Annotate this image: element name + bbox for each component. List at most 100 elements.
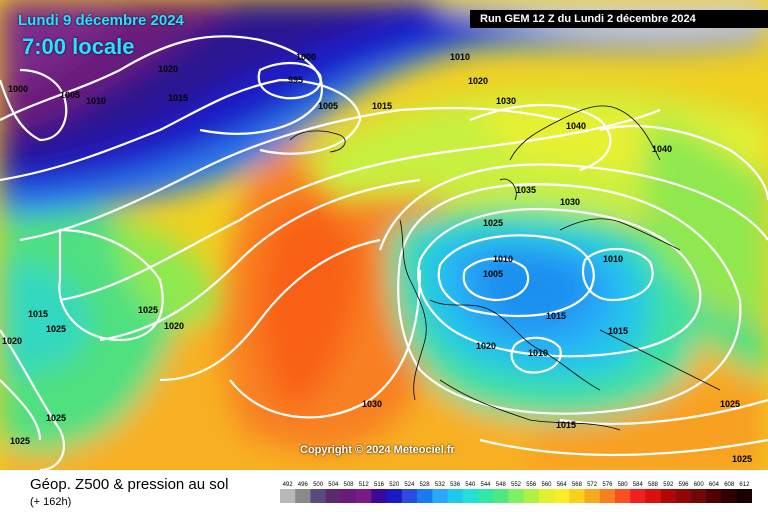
legend-color-swatch bbox=[615, 489, 631, 503]
lead-time: (+ 162h) bbox=[30, 496, 72, 508]
isobar-label: 1035 bbox=[516, 185, 536, 195]
legend-value-label: 540 bbox=[465, 482, 476, 488]
legend-value-label: 560 bbox=[541, 482, 552, 488]
legend-color-swatch bbox=[660, 489, 677, 503]
forecast-local-time: 7:00 locale bbox=[22, 34, 135, 59]
legend-value-label: 496 bbox=[298, 482, 309, 488]
legend-color-swatch bbox=[325, 489, 342, 503]
legend-color-swatch bbox=[295, 489, 311, 503]
isobar-label: 1015 bbox=[372, 101, 392, 111]
isobar-label: 1015 bbox=[168, 93, 188, 103]
isobar-label: 1015 bbox=[608, 326, 628, 336]
legend-color-swatch bbox=[447, 489, 464, 503]
legend-value-label: 516 bbox=[374, 482, 385, 488]
legend-color-swatch bbox=[280, 489, 296, 503]
isobar-label: 1005 bbox=[318, 101, 338, 111]
legend-value-label: 580 bbox=[618, 482, 629, 488]
legend-value-label: 568 bbox=[572, 482, 583, 488]
legend-value-label: 604 bbox=[709, 482, 720, 488]
copyright-notice: Copyright © 2024 Meteociel.fr bbox=[300, 444, 455, 456]
legend-value-label: 520 bbox=[389, 482, 400, 488]
legend-value-label: 592 bbox=[663, 482, 674, 488]
legend-color-swatch bbox=[356, 489, 372, 503]
legend-value-label: 544 bbox=[480, 482, 491, 488]
legend-value-label: 548 bbox=[496, 482, 507, 488]
isobar-label: 1030 bbox=[496, 96, 516, 106]
legend-value-label: 588 bbox=[648, 482, 659, 488]
legend-color-swatch bbox=[432, 489, 448, 503]
isobar-label: 1020 bbox=[158, 64, 178, 74]
legend-value-label: 596 bbox=[678, 482, 689, 488]
isobar-label: 1000 bbox=[296, 52, 316, 62]
model-run-info: Run GEM 12 Z du Lundi 2 décembre 2024 bbox=[470, 10, 768, 28]
isobar-label: 1040 bbox=[652, 144, 672, 154]
legend-color-swatch bbox=[554, 489, 570, 503]
legend-color-swatch bbox=[310, 489, 327, 503]
legend-value-label: 524 bbox=[404, 482, 415, 488]
isobar-label: 1025 bbox=[720, 399, 740, 409]
legend-value-label: 512 bbox=[359, 482, 370, 488]
legend-value-label: 600 bbox=[694, 482, 705, 488]
legend-value-label: 584 bbox=[633, 482, 644, 488]
legend-color-swatch bbox=[386, 489, 403, 503]
legend-color-swatch bbox=[706, 489, 722, 503]
isobar-label: 1015 bbox=[28, 309, 48, 319]
isobar-label: 995 bbox=[288, 75, 303, 85]
isobar-label: 1010 bbox=[528, 348, 548, 358]
legend-color-swatch bbox=[401, 489, 418, 503]
legend-value-label: 492 bbox=[283, 482, 294, 488]
legend-color-swatch bbox=[630, 489, 646, 503]
legend-color-swatch bbox=[462, 489, 479, 503]
legend-color-swatch bbox=[691, 489, 707, 503]
isobar-label: 1020 bbox=[468, 76, 488, 86]
legend-value-label: 564 bbox=[557, 482, 568, 488]
isobar-label: 1020 bbox=[164, 321, 184, 331]
legend-color-swatch bbox=[599, 489, 616, 503]
legend-value-label: 504 bbox=[328, 482, 339, 488]
isobar-lines bbox=[0, 35, 768, 470]
legend-value-label: 508 bbox=[343, 482, 354, 488]
legend-value-label: 556 bbox=[526, 482, 537, 488]
legend-color-swatch bbox=[675, 489, 692, 503]
legend-value-label: 576 bbox=[602, 482, 613, 488]
isobar-label: 1020 bbox=[476, 341, 496, 351]
legend-color-swatch bbox=[721, 489, 738, 503]
isobar-label: 1030 bbox=[362, 399, 382, 409]
isobar-label: 1025 bbox=[10, 436, 30, 446]
isobar-labels: 1000 1005 1010 1015 1020 995 1000 1005 1… bbox=[2, 52, 752, 464]
isobar-label: 1005 bbox=[60, 90, 80, 100]
isobar-label: 1010 bbox=[86, 96, 106, 106]
weather-map: 1000 1005 1010 1015 1020 995 1000 1005 1… bbox=[0, 0, 768, 470]
legend-color-swatch bbox=[569, 489, 585, 503]
legend-color-swatch bbox=[523, 489, 540, 503]
legend-value-label: 536 bbox=[450, 482, 461, 488]
legend-color-swatch bbox=[736, 489, 752, 503]
legend-color-swatch bbox=[584, 489, 601, 503]
map-title: Géop. Z500 & pression au sol bbox=[30, 476, 229, 493]
color-scale-legend: 492 496 500 504 508 512 516 520 524 528 532 536 540 5… bbox=[280, 482, 752, 503]
legend-color-swatch bbox=[371, 489, 388, 503]
forecast-date: Lundi 9 décembre 2024 bbox=[18, 12, 184, 29]
legend-value-label: 572 bbox=[587, 482, 598, 488]
legend-color-swatch bbox=[508, 489, 525, 503]
isobar-label: 1000 bbox=[8, 84, 28, 94]
geopotential-field: 1000 1005 1010 1015 1020 995 1000 1005 1… bbox=[0, 0, 768, 470]
isobar-label: 1010 bbox=[450, 52, 470, 62]
isobar-label: 1025 bbox=[732, 454, 752, 464]
legend-value-label: 552 bbox=[511, 482, 522, 488]
isobar-label: 1010 bbox=[493, 254, 513, 264]
isobar-label: 1015 bbox=[546, 311, 566, 321]
legend-value-label: 612 bbox=[739, 482, 750, 488]
legend-value-label: 528 bbox=[420, 482, 431, 488]
legend-color-swatch bbox=[417, 489, 433, 503]
legend-value-label: 532 bbox=[435, 482, 446, 488]
coastlines bbox=[289, 105, 721, 431]
legend-color-swatch bbox=[493, 489, 509, 503]
isobar-label: 1025 bbox=[483, 218, 503, 228]
isobar-label: 1010 bbox=[603, 254, 623, 264]
isobar-label: 1020 bbox=[2, 336, 22, 346]
legend-value-label: 500 bbox=[313, 482, 324, 488]
isobar-label: 1030 bbox=[560, 197, 580, 207]
isobar-label: 1040 bbox=[566, 121, 586, 131]
legend-color-swatch bbox=[538, 489, 555, 503]
